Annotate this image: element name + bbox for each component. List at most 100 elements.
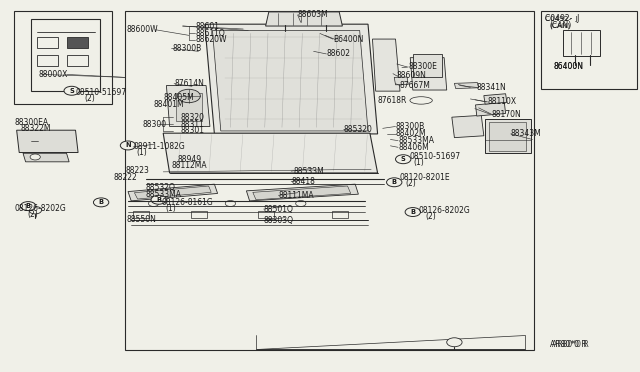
Polygon shape (484, 94, 507, 104)
Text: 08510-51697: 08510-51697 (76, 88, 127, 97)
Text: 885320: 885320 (344, 125, 372, 134)
Text: (2): (2) (27, 210, 38, 219)
Text: S: S (69, 88, 74, 94)
Circle shape (20, 202, 36, 211)
Text: 87614N: 87614N (174, 79, 204, 88)
Bar (563, 30, 600, 56)
Text: 88620W: 88620W (195, 35, 227, 44)
Bar (14, 11, 112, 104)
Bar (31, 19, 100, 91)
Bar (125, 11, 534, 350)
Text: 88300EA: 88300EA (14, 118, 48, 126)
Circle shape (177, 89, 200, 103)
Text: 88341N: 88341N (477, 83, 506, 92)
Bar (485, 119, 531, 153)
Text: 86400N: 86400N (554, 62, 584, 71)
Text: 88110X: 88110X (488, 97, 517, 106)
Text: (2): (2) (406, 179, 417, 188)
Polygon shape (372, 39, 400, 91)
Text: (1): (1) (165, 204, 176, 213)
Circle shape (64, 86, 79, 95)
Text: 88300: 88300 (142, 120, 166, 129)
Text: B: B (156, 197, 161, 203)
Circle shape (296, 201, 306, 206)
Polygon shape (476, 102, 506, 116)
Text: C0492-  J: C0492- J (545, 16, 578, 22)
Text: 88611Q: 88611Q (195, 29, 225, 38)
Polygon shape (410, 58, 447, 90)
Circle shape (405, 208, 420, 217)
Text: (1): (1) (136, 148, 147, 157)
Bar (332, 211, 348, 218)
Bar (489, 122, 526, 151)
Circle shape (148, 201, 159, 206)
Text: 88533MA: 88533MA (146, 190, 182, 199)
Text: 08911-1082G: 08911-1082G (133, 142, 185, 151)
Circle shape (29, 206, 42, 214)
Text: 08126-8161G: 08126-8161G (161, 198, 213, 207)
Bar (67, 55, 88, 66)
Text: 88401M: 88401M (154, 100, 184, 109)
Polygon shape (17, 130, 78, 153)
Text: 88320: 88320 (180, 113, 205, 122)
Bar (67, 37, 88, 48)
Text: 08510-51697: 08510-51697 (410, 152, 461, 161)
Bar (541, 11, 637, 89)
Polygon shape (205, 24, 378, 134)
Text: 88222: 88222 (114, 173, 138, 182)
Polygon shape (454, 83, 479, 89)
Circle shape (387, 178, 402, 187)
Text: 88601: 88601 (195, 22, 219, 31)
Text: (CAN): (CAN) (549, 22, 570, 29)
Text: 88609N: 88609N (397, 71, 427, 80)
Text: 87667M: 87667M (400, 81, 431, 90)
Text: 88300B: 88300B (173, 44, 202, 53)
Polygon shape (452, 115, 484, 138)
Polygon shape (394, 77, 408, 85)
Text: 88949: 88949 (178, 155, 202, 164)
Text: (2): (2) (425, 212, 436, 221)
Bar (191, 211, 207, 218)
Text: 88532Q: 88532Q (146, 183, 176, 192)
Circle shape (120, 141, 136, 150)
Text: N: N (125, 142, 131, 148)
Polygon shape (266, 12, 342, 26)
Polygon shape (253, 186, 351, 200)
Text: AR80*0 R: AR80*0 R (552, 340, 588, 349)
Text: 08126-8202G: 08126-8202G (14, 204, 66, 213)
Circle shape (93, 198, 109, 207)
Text: 88223: 88223 (125, 166, 149, 174)
Text: 88550N: 88550N (127, 215, 157, 224)
Text: 88303Q: 88303Q (264, 216, 294, 225)
Text: C0492-  J: C0492- J (545, 14, 580, 23)
Text: B6400N: B6400N (333, 35, 363, 44)
Bar (413, 54, 442, 77)
Text: 88600W: 88600W (127, 25, 158, 34)
Circle shape (30, 154, 40, 160)
Polygon shape (212, 31, 368, 131)
Polygon shape (134, 186, 211, 199)
Text: 88170N: 88170N (492, 110, 521, 119)
Polygon shape (246, 184, 358, 201)
Text: AR80*0 R: AR80*0 R (550, 340, 587, 349)
Bar (176, 93, 202, 121)
Text: 87618R: 87618R (378, 96, 407, 105)
Text: 88111MA: 88111MA (278, 191, 314, 200)
Bar (133, 211, 149, 218)
Text: (2): (2) (84, 94, 95, 103)
Text: 88501Q: 88501Q (264, 205, 294, 214)
Bar (37, 37, 58, 48)
Bar (258, 211, 274, 218)
Text: 86400N: 86400N (554, 62, 584, 71)
Polygon shape (166, 86, 210, 126)
Text: 88301: 88301 (180, 126, 205, 135)
Circle shape (447, 338, 462, 347)
Text: B: B (392, 179, 397, 185)
Text: 08120-8201E: 08120-8201E (400, 173, 451, 182)
Text: 88343M: 88343M (511, 129, 541, 138)
Circle shape (151, 195, 166, 204)
Circle shape (225, 201, 236, 206)
Text: 88418: 88418 (291, 177, 315, 186)
Text: 08126-8202G: 08126-8202G (419, 206, 470, 215)
Polygon shape (163, 133, 378, 173)
